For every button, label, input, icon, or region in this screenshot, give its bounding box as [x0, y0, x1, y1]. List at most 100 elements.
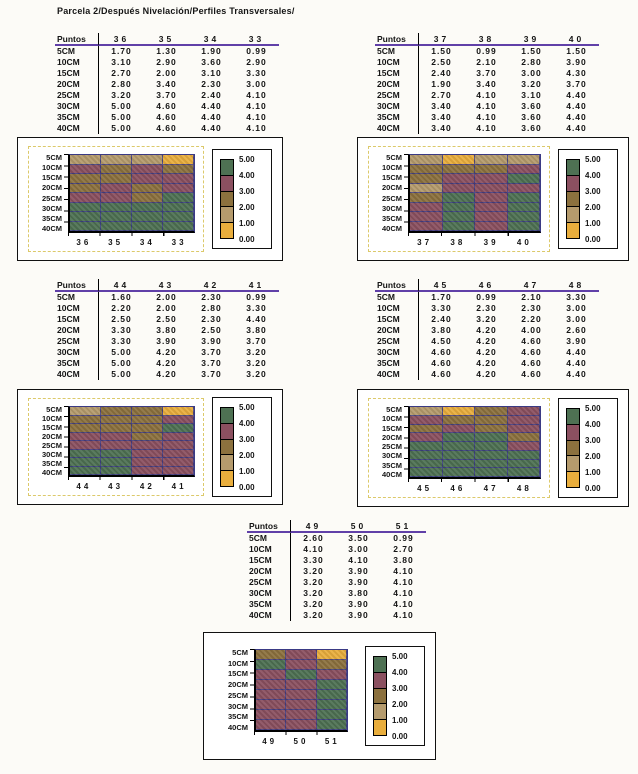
- table-cell: 3.20: [111, 90, 132, 100]
- data-table-grid: Puntos 37 38 39 40 5CM 1.50 0.99 1.50 1.50 10CM 2.5…: [375, 33, 599, 134]
- legend-label: 4.00: [585, 171, 601, 180]
- table-cell: 2.50: [431, 57, 452, 67]
- plot-row: 5CM 10CM 15CM 20CM 25CM 30CM 35CM 40CM: [374, 154, 541, 233]
- table-cell: 4.60: [521, 336, 542, 346]
- surface-cell: [475, 212, 508, 222]
- table-cell: 1.70: [111, 46, 132, 56]
- legend-label: 2.00: [585, 203, 601, 212]
- y-axis-label: 10CM: [381, 163, 402, 173]
- table-cell: 4.40: [566, 101, 587, 111]
- y-axis-label: 5CM: [46, 405, 62, 414]
- table-cell: 3.80: [246, 325, 267, 335]
- y-axis-label: 30CM: [381, 451, 402, 461]
- table-cell: 1.30: [156, 46, 177, 56]
- y-axis-label: 40CM: [381, 223, 402, 233]
- y-axis-label: 25CM: [41, 193, 62, 203]
- table-cell: 2.40: [201, 90, 222, 100]
- surface-cell: [132, 424, 163, 433]
- table-cell: 4.10: [348, 555, 369, 565]
- surface-cell: [286, 690, 317, 700]
- table-cell: 4.10: [393, 588, 414, 598]
- column-header: 47: [509, 279, 554, 292]
- row-header: 15CM: [375, 68, 419, 79]
- surface-cell: [101, 221, 132, 231]
- surface-cell: [163, 415, 194, 424]
- legend-labels: 5.00 4.00 3.00 2.00 1.00 0.00: [239, 403, 266, 492]
- legend: 5.00 4.00 3.00 2.00 1.00 0.00: [558, 398, 618, 498]
- plot-row: 5CM 10CM 15CM 20CM 25CM 30CM 35CM 40CM: [34, 406, 195, 477]
- surface-cell: [132, 174, 163, 184]
- legend-color-swatch: [221, 175, 233, 192]
- column-header: 48: [554, 279, 599, 292]
- surface-cell: [163, 193, 194, 203]
- surface-cell: [163, 212, 194, 222]
- surface-cell: [475, 202, 508, 212]
- plot-row: 5CM 10CM 15CM 20CM 25CM 30CM 35CM 40CM: [34, 154, 195, 233]
- table-cell: 2.30: [476, 303, 497, 313]
- column-header: 39: [509, 33, 554, 46]
- table-cell: 4.10: [246, 123, 267, 133]
- y-axis-label: 40CM: [227, 722, 248, 732]
- table-cell: 3.70: [156, 90, 177, 100]
- surface-cell: [101, 155, 132, 165]
- table-cell: 2.70: [393, 544, 414, 554]
- surface-cell: [286, 670, 317, 680]
- table-cell: 4.10: [393, 566, 414, 576]
- table-cell: 4.40: [566, 358, 587, 368]
- row-header: 30CM: [247, 588, 291, 599]
- y-axis-label: 10CM: [41, 163, 62, 173]
- row-header: 5CM: [55, 46, 99, 57]
- legend-color-swatch: [567, 207, 579, 224]
- legend-color-swatch: [221, 223, 233, 238]
- table-cell: 3.30: [246, 303, 267, 313]
- surface-cell: [101, 202, 132, 212]
- surface-cell: [101, 466, 132, 475]
- legend-color-swatch: [221, 471, 233, 486]
- surface-cell: [410, 407, 443, 416]
- table-cell: 3.60: [201, 57, 222, 67]
- legend-label: 3.00: [585, 187, 601, 196]
- plot-area: [254, 649, 348, 732]
- surface-cell: [132, 164, 163, 174]
- surface-cell: [475, 193, 508, 203]
- table-cell: 4.10: [476, 123, 497, 133]
- y-axis-label: 20CM: [41, 432, 62, 441]
- legend-label: 4.00: [239, 171, 255, 180]
- column-header: 41: [234, 279, 279, 292]
- x-axis-label: 34: [139, 238, 155, 247]
- legend-label: 3.00: [239, 435, 255, 444]
- table-cell: 3.90: [566, 336, 587, 346]
- surface-cell: [256, 680, 287, 690]
- table-cell: 3.10: [201, 68, 222, 78]
- surface-cell: [163, 407, 194, 416]
- surface-cell: [442, 164, 475, 174]
- legend-color-strip: [220, 407, 234, 487]
- table-cell: 4.60: [431, 347, 452, 357]
- table-cell: 3.90: [348, 610, 369, 620]
- surface-cell: [132, 155, 163, 165]
- surface-cell: [410, 424, 443, 434]
- surface-cell: [101, 449, 132, 458]
- table-cell: 2.50: [111, 314, 132, 324]
- row-header: 35CM: [375, 358, 419, 369]
- table-cell: 3.30: [111, 325, 132, 335]
- row-header: 20CM: [375, 79, 419, 90]
- x-axis-label: 33: [171, 238, 187, 247]
- table-cell: 4.60: [156, 112, 177, 122]
- x-axis-label: 40: [516, 238, 532, 247]
- surface-chart-36-33: 5CM 10CM 15CM 20CM 25CM 30CM 35CM 40CM 36 35 34 33 5…: [17, 137, 283, 261]
- surface-cell: [507, 155, 540, 165]
- row-header: 25CM: [247, 577, 291, 588]
- table-cell: 2.00: [156, 292, 177, 302]
- row-header: 15CM: [55, 68, 99, 79]
- table-cell: 4.40: [566, 369, 587, 379]
- surface-cell: [70, 221, 101, 231]
- surface-cell: [101, 212, 132, 222]
- x-axis-label: 41: [171, 482, 187, 491]
- plot-area: [408, 154, 541, 233]
- legend-label: 4.00: [392, 668, 408, 677]
- surface-cell: [132, 432, 163, 441]
- surface-cell: [442, 174, 475, 184]
- legend: 5.00 4.00 3.00 2.00 1.00 0.00: [558, 149, 618, 249]
- row-header: 40CM: [375, 369, 419, 380]
